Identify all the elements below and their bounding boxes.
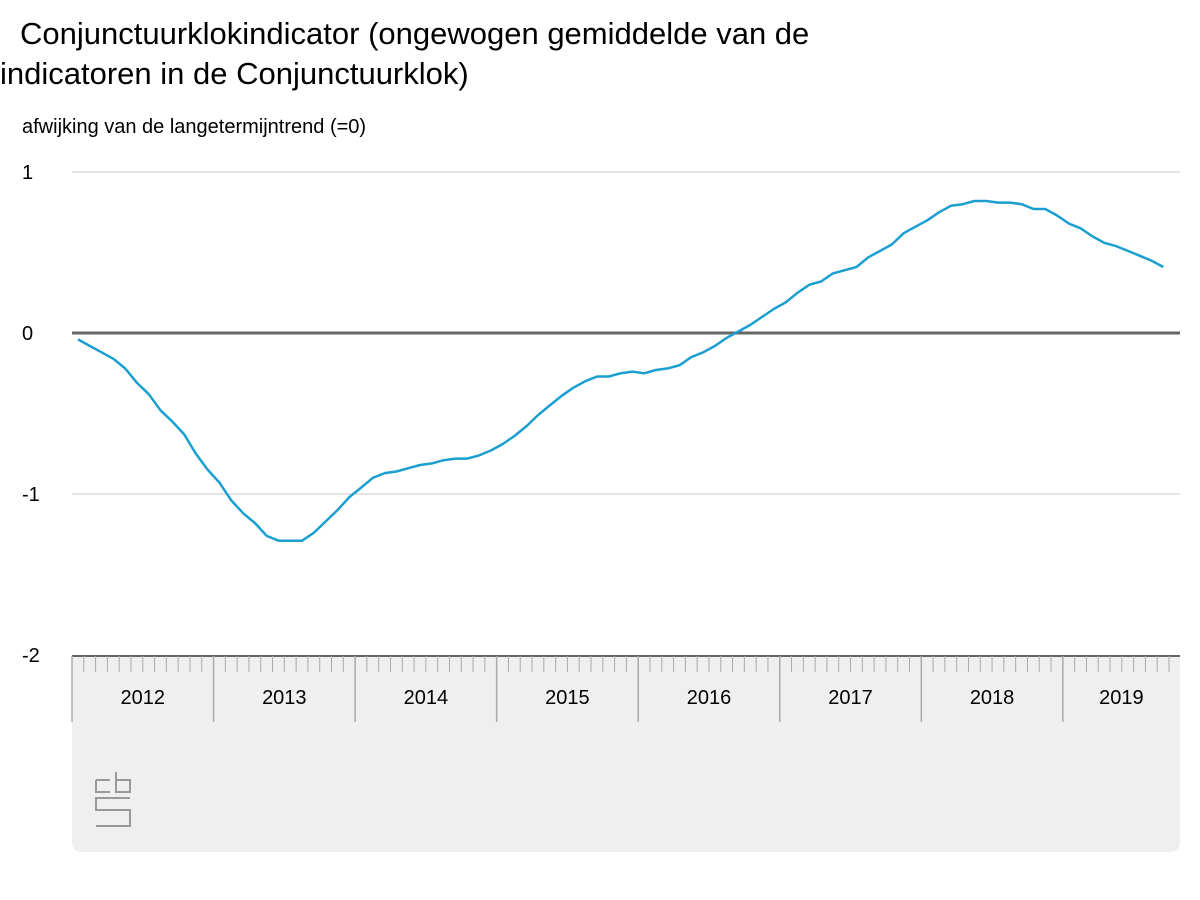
x-tick-label: 2016 — [687, 687, 732, 709]
y-tick-label: 0 — [22, 323, 33, 345]
chart-title-line-1: Conjunctuurklokindicator (ongewogen gemi… — [20, 16, 810, 51]
x-axis-band: 2012 2013 2014 2015 2016 2017 2018 2019 — [71, 655, 1180, 852]
x-tick-label: 2013 — [262, 687, 307, 709]
x-tick-label: 2012 — [121, 687, 166, 709]
y-axis-label: afwijking van de langetermijntrend (=0) — [22, 116, 367, 138]
x-tick-label: 2018 — [970, 687, 1015, 709]
x-tick-label: 2015 — [545, 687, 590, 709]
x-tick-label: 2019 — [1099, 687, 1144, 709]
y-tick-labels: 1 0 -1 -2 — [22, 162, 40, 667]
cbs-logo-mark — [95, 772, 131, 827]
logo-s — [95, 797, 131, 827]
series-line — [77, 199, 1164, 542]
logo-c — [95, 779, 110, 793]
grid-lines — [72, 171, 1180, 495]
x-tick-label: 2014 — [404, 687, 449, 709]
logo-b — [115, 772, 131, 793]
chart-title-line-2: indicatoren in de Conjunctuurklok) — [0, 56, 469, 91]
x-axis-band-background — [72, 656, 1180, 852]
chart-title: Conjunctuurklokindicator (ongewogen gemi… — [0, 14, 1000, 94]
series-layer — [77, 199, 1164, 542]
cbs-logo-icon — [95, 772, 131, 827]
y-tick-label: -2 — [22, 645, 40, 667]
x-tick-label: 2017 — [828, 687, 873, 709]
y-tick-label: 1 — [22, 162, 33, 184]
y-tick-label: -1 — [22, 484, 40, 506]
